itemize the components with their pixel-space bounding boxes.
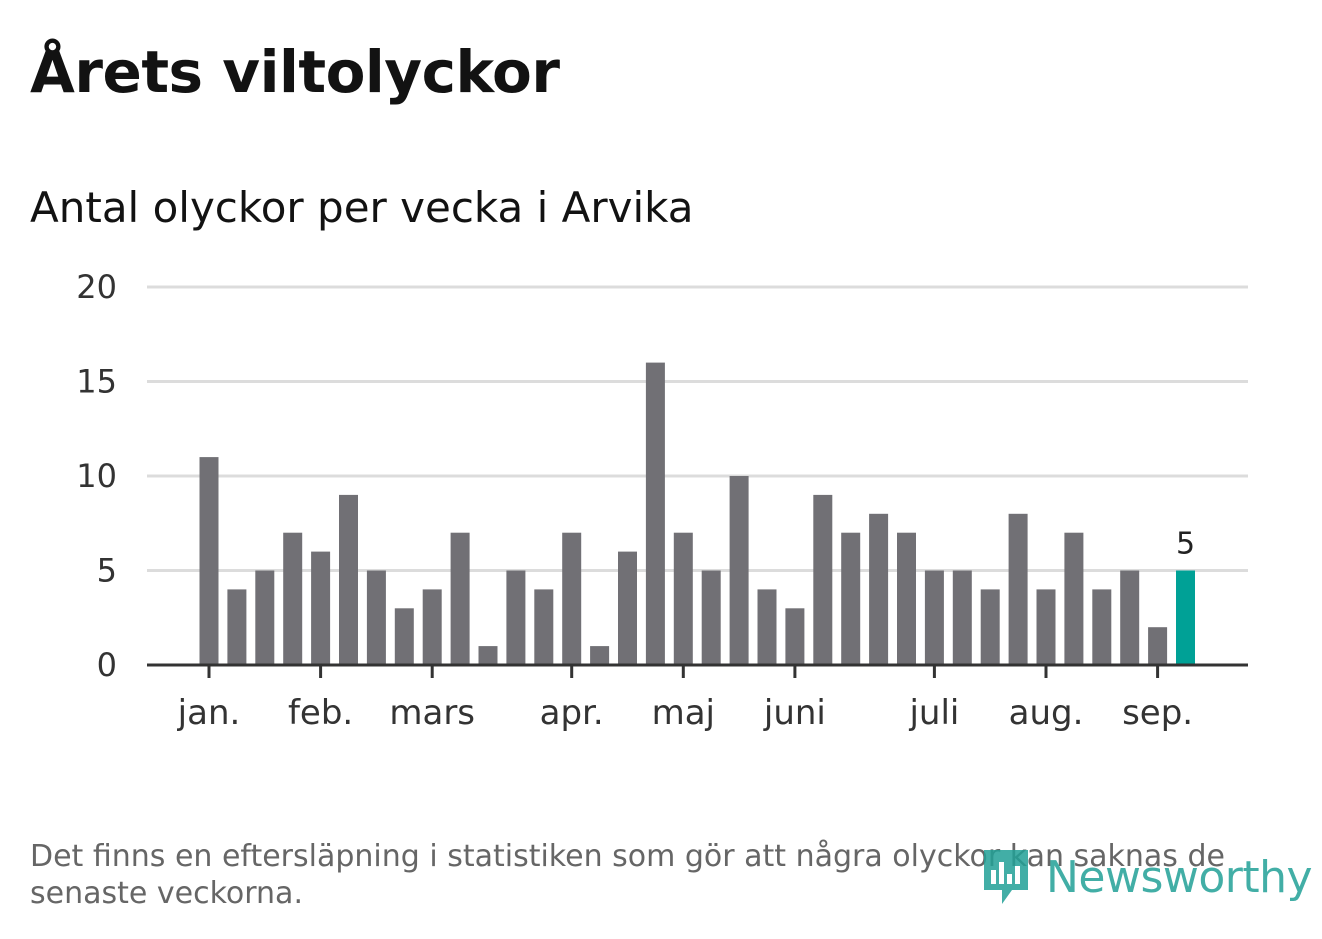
x-tick-label: apr. — [540, 693, 604, 733]
y-tick-label: 5 — [97, 552, 117, 590]
bar — [562, 532, 582, 665]
bar — [311, 551, 331, 665]
data-labels: 5 — [1176, 527, 1195, 562]
logo-text: Newsworthy — [1046, 851, 1313, 903]
bar — [1036, 589, 1056, 665]
bar — [813, 494, 833, 665]
bar — [366, 570, 386, 665]
bar — [1176, 570, 1195, 665]
bar — [227, 589, 247, 665]
x-tick-label: juni — [763, 693, 826, 733]
x-tick-label: mars — [389, 693, 475, 733]
highlight-value-label: 5 — [1176, 527, 1195, 562]
newsworthy-logo: Newsworthy — [980, 846, 1313, 908]
x-tick-label: jan. — [177, 693, 241, 733]
bar — [339, 494, 358, 665]
x-tick-label: sep. — [1122, 693, 1193, 733]
bar — [757, 589, 777, 665]
bar — [590, 646, 610, 665]
y-tick-label: 10 — [76, 457, 117, 495]
newsworthy-logo-icon — [984, 850, 1028, 904]
bar — [952, 570, 972, 665]
bar — [980, 589, 1000, 665]
x-tick-label: aug. — [1009, 693, 1084, 733]
x-axis: jan. feb. mars apr. maj juni juli aug. sep. — [147, 663, 1248, 733]
bar — [450, 532, 470, 665]
bar — [394, 608, 414, 665]
y-tick-label: 0 — [97, 646, 117, 684]
bar — [422, 589, 442, 665]
bar — [1064, 532, 1084, 665]
bar — [1092, 589, 1112, 665]
bar — [897, 532, 916, 665]
bar — [1120, 570, 1140, 665]
y-tick-label: 20 — [76, 268, 117, 306]
bar — [199, 457, 219, 665]
chart-subtitle: Antal olyckor per vecka i Arvika — [30, 183, 694, 232]
y-tick-label: 15 — [76, 363, 117, 401]
bar — [924, 570, 944, 665]
bar — [729, 476, 749, 665]
bar — [506, 570, 526, 665]
bar-chart: 0 5 10 15 20 jan. feb. mars apr. maj juni juli aug.… — [76, 268, 1248, 733]
bar — [618, 551, 637, 665]
gridlines — [147, 285, 1248, 572]
bars — [199, 362, 1195, 665]
bar — [645, 362, 665, 665]
bar — [701, 570, 721, 665]
bar — [785, 608, 805, 665]
bar — [283, 532, 303, 665]
bar — [841, 532, 861, 665]
bar — [673, 532, 693, 665]
bar — [1148, 627, 1168, 665]
x-tick-label: maj — [652, 693, 715, 733]
x-tick-label: feb. — [288, 693, 353, 733]
x-tick-label: juli — [908, 693, 959, 733]
y-axis-ticks: 0 5 10 15 20 — [76, 268, 117, 684]
bar — [1008, 513, 1028, 665]
bar — [869, 513, 889, 665]
chart-title: Årets viltolyckor — [30, 38, 560, 106]
bar — [255, 570, 275, 665]
bar — [478, 646, 498, 665]
bar — [534, 589, 554, 665]
